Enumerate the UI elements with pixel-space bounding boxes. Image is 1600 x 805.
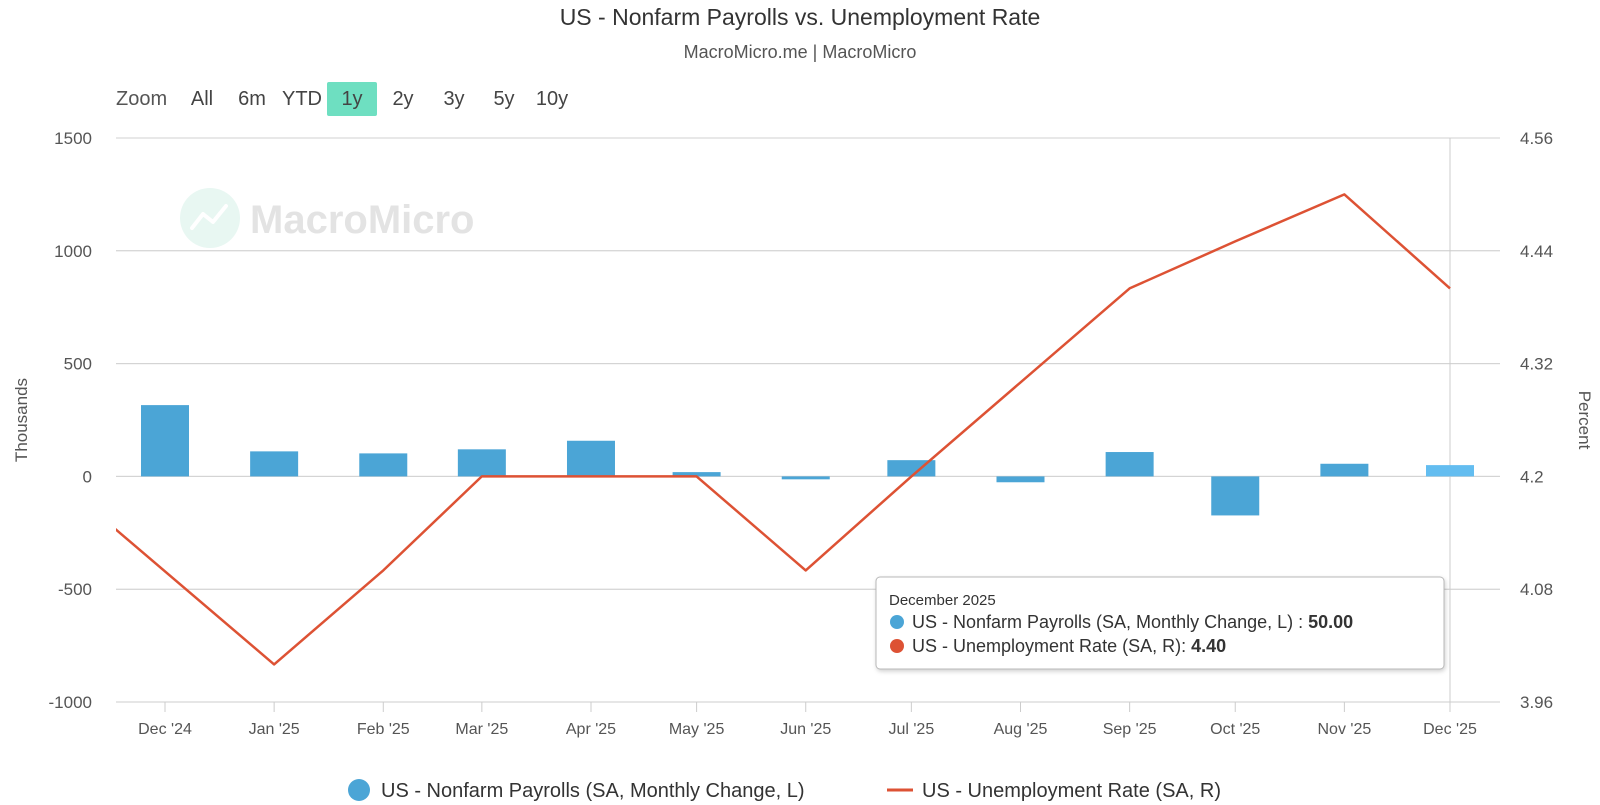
zoom-button-label: 6m: [238, 88, 266, 110]
tooltip-unemployment-label: US - Unemployment Rate (SA, R):: [912, 636, 1191, 656]
bar-oct-25[interactable]: [1211, 476, 1260, 516]
x-tick-label: Apr '25: [566, 721, 616, 738]
y-left-tick-label: 0: [83, 467, 92, 486]
zoom-button-label: 10y: [536, 88, 568, 110]
bar-sep-25[interactable]: [1105, 452, 1154, 477]
zoom-button-label: 3y: [443, 88, 464, 110]
bar-nov-25[interactable]: [1320, 463, 1369, 477]
x-tick-label: Jun '25: [780, 721, 831, 738]
tooltip-payrolls-marker: [890, 615, 904, 629]
y-right-tick-label: 4.44: [1520, 242, 1553, 261]
bar-apr-25[interactable]: [566, 440, 615, 477]
legend-item-payrolls[interactable]: US - Nonfarm Payrolls (SA, Monthly Chang…: [348, 779, 805, 802]
tooltip-unemployment-marker: [890, 639, 904, 653]
zoom-button-label: YTD: [282, 88, 322, 110]
bar-may-25[interactable]: [672, 472, 721, 477]
bar-jan-25[interactable]: [250, 451, 299, 477]
y-right-tick-label: 4.32: [1520, 355, 1553, 374]
tooltip-payrolls-row: US - Nonfarm Payrolls (SA, Monthly Chang…: [912, 612, 1353, 632]
bar-dec-25[interactable]: [1426, 465, 1474, 477]
axes: 1500 1000 500 0 -500 -1000 4.56 4.44 4.32 4.2 4.08…: [12, 129, 1594, 738]
y-left-tick-label: -1000: [49, 693, 92, 712]
y-left-tick-label: 500: [64, 355, 92, 374]
zoom-bar: Zoom All 6m YTD 1y 2y 3y 5y 10y: [116, 82, 568, 116]
tooltip-box: [875, 576, 1445, 670]
x-tick-label: May '25: [669, 721, 725, 738]
zoom-button-6m[interactable]: 6m: [238, 88, 266, 110]
zoom-button-label: 1y: [341, 88, 362, 110]
tooltip: December 2025 US - Nonfarm Payrolls (SA,…: [875, 576, 1445, 670]
y-right-tick-label: 4.08: [1520, 580, 1553, 599]
tooltip-unemployment-row: US - Unemployment Rate (SA, R): 4.40: [912, 636, 1226, 656]
bar-jun-25[interactable]: [781, 476, 830, 480]
x-tick-label: Jan '25: [249, 721, 300, 738]
bar-jul-25[interactable]: [887, 460, 936, 477]
zoom-label: Zoom: [116, 88, 167, 110]
legend-unemployment-label: US - Unemployment Rate (SA, R): [922, 780, 1221, 802]
zoom-button-5y[interactable]: 5y: [493, 88, 514, 110]
tooltip-unemployment-value: 4.40: [1191, 636, 1226, 656]
unemployment-line-group: [109, 193, 1451, 666]
tooltip-payrolls-value: 50.00: [1308, 612, 1353, 632]
x-tick-label: Sep '25: [1103, 721, 1157, 738]
tooltip-date: December 2025: [889, 592, 996, 609]
zoom-button-all[interactable]: All: [191, 88, 213, 110]
zoom-button-2y[interactable]: 2y: [392, 88, 413, 110]
bar-dec-24[interactable]: [141, 405, 189, 477]
x-tick-label: Jul '25: [888, 721, 934, 738]
payroll-bars: [141, 405, 1474, 516]
chart-subtitle: MacroMicro.me | MacroMicro: [684, 42, 917, 62]
watermark: MacroMicro: [180, 188, 475, 248]
bar-feb-25[interactable]: [359, 453, 408, 477]
watermark-text: MacroMicro: [250, 198, 475, 242]
zoom-buttons: All 6m YTD 1y 2y 3y 5y 10y: [191, 82, 568, 116]
y-left-tick-label: -500: [58, 580, 92, 599]
bar-aug-25[interactable]: [996, 476, 1045, 483]
tooltip-payrolls-label: US - Nonfarm Payrolls (SA, Monthly Chang…: [912, 612, 1308, 632]
legend-item-unemployment[interactable]: US - Unemployment Rate (SA, R): [887, 780, 1221, 802]
zoom-button-label: 5y: [493, 88, 514, 110]
zoom-button-label: 2y: [392, 88, 413, 110]
legend-payrolls-marker: [348, 779, 370, 801]
zoom-button-3y[interactable]: 3y: [443, 88, 464, 110]
legend-payrolls-label: US - Nonfarm Payrolls (SA, Monthly Chang…: [381, 780, 805, 802]
chart-title: US - Nonfarm Payrolls vs. Unemployment R…: [560, 4, 1041, 30]
zoom-button-selected-bg: [327, 82, 377, 116]
y-left-axis-title: Thousands: [12, 378, 31, 462]
unemployment-line[interactable]: [109, 193, 1451, 666]
zoom-button-label: All: [191, 88, 213, 110]
zoom-button-10y[interactable]: 10y: [536, 88, 568, 110]
bar-mar-25[interactable]: [457, 449, 506, 477]
zoom-button-1y[interactable]: 1y: [327, 82, 377, 116]
y-right-tick-label: 3.96: [1520, 693, 1553, 712]
x-tick-label: Dec '25: [1423, 721, 1477, 738]
x-tick-label: Mar '25: [455, 721, 508, 738]
watermark-logo-line: [190, 204, 228, 230]
y-left-tick-label: 1000: [54, 242, 92, 261]
x-tick-label: Nov '25: [1318, 721, 1372, 738]
x-tick-label: Oct '25: [1210, 721, 1260, 738]
legend: US - Nonfarm Payrolls (SA, Monthly Chang…: [348, 779, 1221, 802]
y-right-tick-label: 4.2: [1520, 467, 1544, 486]
zoom-button-ytd[interactable]: YTD: [282, 88, 322, 110]
x-tick-label: Feb '25: [357, 721, 410, 738]
y-right-axis-title: Percent: [1575, 391, 1594, 450]
x-tick-label: Aug '25: [994, 721, 1048, 738]
y-right-tick-label: 4.56: [1520, 129, 1553, 148]
y-left-tick-label: 1500: [54, 129, 92, 148]
x-tick-label: Dec '24: [138, 721, 192, 738]
